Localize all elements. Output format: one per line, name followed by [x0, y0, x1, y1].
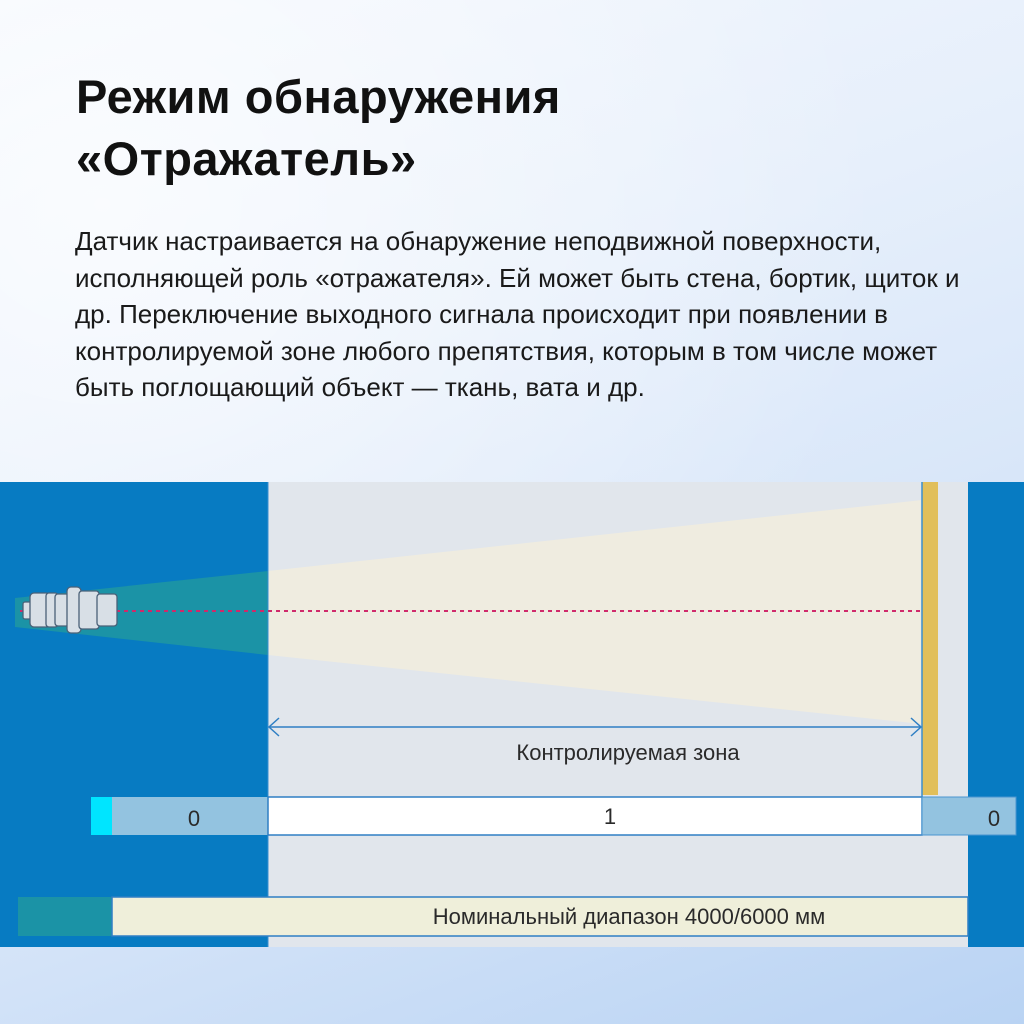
beam-far: [268, 500, 922, 724]
right-side-area: [968, 482, 1024, 947]
output-middle-value: 1: [604, 804, 616, 829]
sensor-side-area: [0, 482, 268, 947]
sensor-icon: [22, 586, 118, 634]
zone-dimension-arrow: [267, 717, 923, 737]
output-indicator: [91, 797, 112, 835]
title-line-1: Режим обнаружения: [76, 70, 561, 123]
range-near-segment: [18, 897, 112, 936]
description: Датчик настраивается на обнаружение непо…: [75, 226, 960, 402]
output-left-segment: [112, 797, 268, 835]
output-left-value: 0: [188, 806, 200, 831]
title-line-2: «Отражатель»: [76, 132, 417, 185]
output-middle-segment: [267, 796, 923, 836]
zone-label: Контролируемая зона: [516, 740, 740, 765]
output-right-segment: [921, 796, 1017, 836]
reflector: [922, 482, 938, 795]
range-bar: [111, 896, 969, 937]
output-right-value: 0: [988, 806, 1000, 831]
range-label: Номинальный диапазон 4000/6000 мм: [433, 904, 826, 929]
page-title: Режим обнаружения «Отражатель»: [76, 66, 561, 190]
